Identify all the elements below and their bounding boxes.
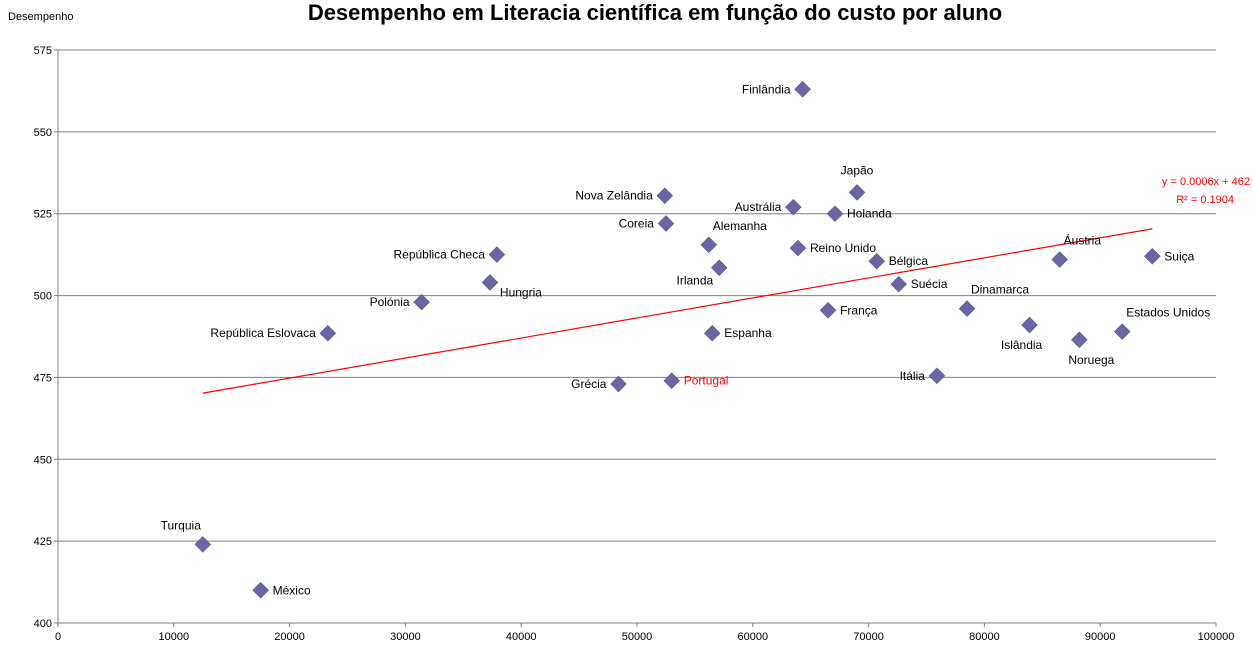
x-tick-label: 100000 xyxy=(1198,631,1235,643)
data-point-marker xyxy=(820,302,836,318)
data-point-label: Turquia xyxy=(161,518,202,532)
data-point-label: República Checa xyxy=(393,248,485,262)
x-tick-label: 50000 xyxy=(622,631,653,643)
data-point-marker xyxy=(701,237,717,253)
y-tick-label: 525 xyxy=(34,209,52,221)
y-axis-label: Desempenho xyxy=(8,11,73,23)
x-tick-label: 0 xyxy=(55,631,61,643)
y-tick-label: 450 xyxy=(34,454,52,466)
data-point-marker xyxy=(414,294,430,310)
data-point-label: Japão xyxy=(841,163,874,177)
data-point-marker xyxy=(1022,317,1038,333)
x-tick-label: 60000 xyxy=(738,631,769,643)
data-point-marker xyxy=(704,325,720,341)
chart-title: Desempenho em Literacia científica em fu… xyxy=(308,0,1002,25)
data-point-label: República Eslovaca xyxy=(210,326,316,340)
data-point-label: Suécia xyxy=(911,277,948,291)
data-point-label: Holanda xyxy=(847,207,892,221)
data-point-marker xyxy=(959,301,975,317)
data-point-marker xyxy=(253,582,269,598)
data-point-marker xyxy=(849,184,865,200)
data-point-label: Espanha xyxy=(724,326,772,340)
data-point-marker xyxy=(610,376,626,392)
data-point-marker xyxy=(195,536,211,552)
data-point-label: México xyxy=(273,583,311,597)
data-point-marker xyxy=(320,325,336,341)
data-point-marker xyxy=(1071,332,1087,348)
data-point-label: Finlândia xyxy=(742,82,791,96)
data-point-marker xyxy=(711,260,727,276)
data-point-label: Nova Zelândia xyxy=(575,189,653,203)
data-point-marker xyxy=(482,274,498,290)
x-tick-label: 20000 xyxy=(274,631,305,643)
x-tick-label: 30000 xyxy=(390,631,421,643)
data-point-marker xyxy=(929,368,945,384)
data-point-marker xyxy=(785,199,801,215)
data-point-marker xyxy=(1052,252,1068,268)
data-point-marker xyxy=(891,276,907,292)
data-point-marker xyxy=(658,216,674,232)
y-tick-label: 575 xyxy=(34,45,52,57)
data-point-marker xyxy=(790,240,806,256)
trendline-r-squared: R² = 0.1904 xyxy=(1176,194,1234,206)
x-tick-label: 70000 xyxy=(853,631,884,643)
x-tick-label: 80000 xyxy=(969,631,1000,643)
y-tick-label: 500 xyxy=(34,291,52,303)
data-point-label: Islândia xyxy=(1001,338,1043,352)
data-point-label: Itália xyxy=(900,369,926,383)
y-tick-labels: 400 425 450 475 500 525 550 575 xyxy=(34,45,52,630)
data-point-label: Irlanda xyxy=(677,274,714,288)
x-tick-label: 90000 xyxy=(1085,631,1116,643)
x-tick-label: 40000 xyxy=(506,631,537,643)
data-point-label: Estados Unidos xyxy=(1126,306,1210,320)
data-points: Finlândia Japão Nova Zelândia Austrália Hola… xyxy=(161,81,1211,598)
data-point-label: Áustria xyxy=(1064,233,1102,248)
data-point-label: Dinamarca xyxy=(971,283,1029,297)
data-point-marker xyxy=(1114,324,1130,340)
data-point-marker xyxy=(1144,248,1160,264)
data-point-label: Austrália xyxy=(735,200,782,214)
data-point-label: Alemanha xyxy=(713,219,767,233)
y-tick-label: 475 xyxy=(34,372,52,384)
data-point-label: Polónia xyxy=(370,295,410,309)
y-tick-label: 400 xyxy=(34,618,52,630)
data-point-marker xyxy=(869,253,885,269)
y-tick-label: 550 xyxy=(34,127,52,139)
data-point-label: Noruega xyxy=(1068,353,1114,367)
data-point-label: Grécia xyxy=(571,377,607,391)
data-point-marker xyxy=(664,373,680,389)
data-point-label: Reino Unido xyxy=(810,241,876,255)
data-point-label: Portugal xyxy=(684,374,729,388)
data-point-label: Bélgica xyxy=(889,254,929,268)
data-point-label: França xyxy=(840,303,878,317)
y-tick-label: 425 xyxy=(34,536,52,548)
data-point-marker xyxy=(827,206,843,222)
data-point-label: Coreia xyxy=(619,217,655,231)
trendline xyxy=(203,229,1153,393)
trendline-equation: y = 0.0006x + 462 xyxy=(1162,176,1250,188)
data-point-label: Suiça xyxy=(1164,249,1194,263)
x-tick-labels: 0 10000 20000 30000 40000 50000 60000 70000 8000… xyxy=(55,631,1234,643)
data-point-marker xyxy=(795,81,811,97)
data-point-label: Hungria xyxy=(500,285,542,299)
data-point-marker xyxy=(657,188,673,204)
x-tick-label: 10000 xyxy=(159,631,190,643)
data-point-marker xyxy=(489,247,505,263)
